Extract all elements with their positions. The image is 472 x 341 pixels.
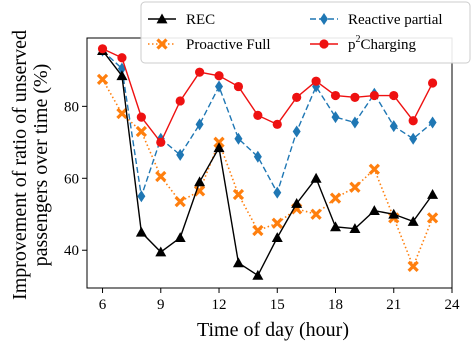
legend-marker-rec — [156, 13, 168, 24]
data-point-rec — [252, 269, 264, 280]
legend-marker-proactive-full — [156, 38, 168, 50]
data-point-p2charging — [214, 71, 224, 81]
data-point-proactive-full — [174, 196, 186, 208]
data-point-proactive-full — [116, 107, 128, 120]
data-point-p2charging — [195, 67, 205, 77]
data-point-reactive-partial — [195, 118, 204, 131]
data-point-rec — [174, 232, 186, 243]
data-point-p2charging — [136, 112, 146, 122]
y-tick-label: 40 — [64, 243, 79, 259]
data-point-reactive-partial — [234, 132, 243, 145]
axes: 6 9 12 15 18 21 24 40 60 80 — [64, 37, 461, 313]
data-point-proactive-full — [193, 185, 206, 197]
data-point-proactive-full — [368, 163, 380, 175]
data-point-rec — [116, 70, 128, 81]
data-point-p2charging — [330, 90, 341, 101]
data-point-rec — [291, 197, 303, 208]
legend-marker-reactive-partial — [320, 13, 328, 25]
data-point-reactive-partial — [273, 186, 282, 199]
data-point-rec — [388, 208, 400, 219]
data-point-p2charging — [156, 137, 166, 147]
data-point-p2charging — [292, 92, 302, 102]
series-line-reactive-partial — [102, 50, 434, 197]
y-tick-label: 60 — [64, 171, 79, 187]
data-point-p2charging — [175, 96, 185, 106]
x-tick-label: 24 — [445, 297, 461, 313]
legend-marker-p2charging — [319, 39, 329, 49]
data-point-p2charging — [389, 90, 399, 101]
x-tick-label: 18 — [328, 297, 343, 313]
data-point-proactive-full — [252, 224, 264, 237]
y-tick-label: 80 — [64, 99, 79, 115]
data-point-p2charging — [253, 110, 263, 120]
x-tick-label: 12 — [212, 297, 227, 313]
x-tick-label: 9 — [157, 297, 165, 313]
data-point-p2charging — [233, 81, 244, 92]
data-point-p2charging — [272, 119, 282, 129]
data-point-proactive-full — [96, 73, 109, 85]
legend: REC Proactive Full Reactive partial p2Charg… — [140, 1, 471, 64]
data-point-p2charging — [408, 116, 418, 126]
data-point-rec — [271, 232, 283, 243]
data-point-reactive-partial — [409, 132, 418, 145]
data-point-rec — [155, 246, 167, 257]
data-point-proactive-full — [232, 188, 245, 201]
data-point-p2charging — [350, 92, 360, 102]
data-point-proactive-full — [271, 217, 283, 229]
data-point-rec — [427, 188, 439, 199]
data-point-rec — [135, 226, 147, 237]
data-point-rec — [213, 142, 225, 153]
data-point-p2charging — [117, 53, 127, 63]
data-point-rec — [194, 176, 206, 187]
data-point-proactive-full — [329, 192, 342, 204]
data-point-proactive-full — [426, 212, 439, 224]
data-point-reactive-partial — [215, 80, 224, 93]
y-axis-label-line-2: passengers over time (%) — [30, 64, 52, 267]
plot-area — [96, 44, 439, 280]
data-point-rec — [368, 205, 380, 216]
data-point-proactive-full — [155, 170, 167, 183]
legend-box — [140, 1, 471, 64]
series-line-proactive-full — [101, 78, 434, 269]
data-point-reactive-partial — [428, 116, 437, 129]
data-point-p2charging — [369, 90, 379, 101]
data-point-reactive-partial — [350, 116, 359, 129]
data-point-reactive-partial — [389, 120, 398, 133]
x-tick-label: 6 — [99, 297, 107, 313]
data-point-rec — [407, 215, 419, 226]
data-point-proactive-full — [349, 181, 361, 193]
x-axis-label: Time of day (hour) — [197, 319, 349, 341]
data-point-reactive-partial — [331, 111, 340, 124]
legend-label-reactive-partial: Reactive partial — [348, 12, 443, 28]
data-point-rec — [349, 223, 361, 234]
data-point-reactive-partial — [137, 190, 146, 203]
data-point-p2charging — [97, 44, 108, 54]
data-point-reactive-partial — [176, 148, 185, 161]
data-point-p2charging — [427, 78, 438, 88]
plot-frame — [86, 37, 453, 289]
x-tick-label: 15 — [270, 297, 285, 313]
data-point-rec — [330, 221, 342, 232]
data-point-rec — [232, 257, 244, 268]
x-tick-label: 21 — [386, 297, 401, 313]
data-point-proactive-full — [135, 125, 147, 138]
legend-label-rec: REC — [186, 12, 215, 28]
data-point-proactive-full — [310, 208, 322, 220]
data-point-p2charging — [311, 76, 321, 86]
legend-label-p2charging: p2Charging — [348, 34, 417, 53]
legend-label-proactive-full: Proactive Full — [186, 37, 271, 53]
data-point-proactive-full — [407, 260, 419, 273]
data-point-reactive-partial — [292, 125, 301, 138]
y-axis-label-line-1: Improvement of ratio of unserved — [9, 30, 31, 300]
data-point-reactive-partial — [253, 150, 262, 163]
data-point-rec — [310, 172, 322, 183]
